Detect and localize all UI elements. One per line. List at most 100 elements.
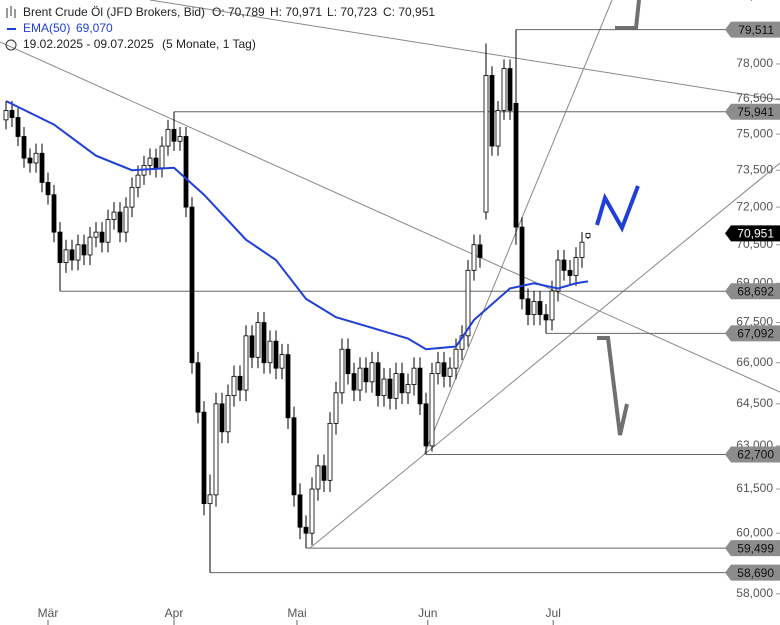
y-tick-label: 72,000 [736,199,773,213]
candle-body [177,136,183,142]
x-tick-label: Apr [165,606,184,620]
candle-body [411,367,417,385]
candle-body [315,465,321,490]
y-tick-label: 66,000 [736,355,773,369]
level-box [725,446,780,463]
candle-body [399,373,405,394]
candle-body [147,157,153,166]
candle-body [249,335,255,358]
level-label: 67,092 [737,327,774,341]
candle-body [333,392,339,424]
candle-body [483,75,489,213]
trend-line [423,0,613,456]
plot: 58,00060,00061,50063,00064,50066,00067,5… [3,0,780,625]
clock-icon [5,39,17,51]
y-tick-label: 67,500 [736,315,773,329]
trend-line [0,41,780,393]
candle-body [339,348,345,394]
ema-line [5,100,589,351]
x-tick-label: Jul [546,606,561,620]
high-value: H: 70,971 [270,5,322,19]
candle-body [153,157,159,169]
y-tick-label: 61,500 [736,481,773,495]
date-range: 19.02.2025 - 09.07.2025 [23,37,154,51]
period: (5 Monate, 1 Tag) [162,37,256,51]
level-box [725,325,780,342]
candle-body [183,136,189,208]
candle-body [39,152,45,183]
candle-body [513,102,519,228]
candle-body [501,68,507,111]
candle-body [45,182,51,196]
candle-body [165,128,171,147]
candle-body [489,75,495,147]
candle-body [405,384,411,394]
candle-body [495,110,501,147]
candle-body [585,232,591,238]
candle-body [27,157,33,164]
candle-body [93,231,99,238]
forecast-drawing [595,185,640,233]
header: Brent Crude Öl (JFD Brokers, Bid) O: 70,… [5,5,435,51]
x-tick-label: Mai [287,606,306,620]
candle-body [387,378,393,399]
y-tick-label: 75,000 [736,126,773,140]
candle-body [309,488,315,534]
candle-body [15,117,21,137]
candle-body [459,335,465,350]
candle-body [9,110,15,118]
candle-body [477,244,483,258]
candle-body [321,465,327,481]
candle-body [351,373,357,391]
candle-body [429,373,435,447]
candle-body [33,152,39,164]
chart-icon [6,6,16,18]
candle-body [537,301,543,316]
candle-body [357,367,363,391]
ema-name: EMA(50) [23,21,70,35]
candle-body [453,348,459,369]
candle-body [303,526,309,534]
candle-body [75,244,81,261]
trend-line [149,0,780,101]
y-tick-label: 73,500 [736,162,773,176]
candle-body [87,236,93,256]
arrow-drawing [615,0,641,30]
candle-body [375,362,381,396]
level-label: 58,690 [737,566,774,580]
level-box [725,540,780,557]
y-tick-label: 64,500 [736,396,773,410]
candle-body [261,322,267,364]
x-tick-label: Mär [38,606,59,620]
y-tick-label: 81,000 [736,0,773,3]
ema-value: 69,070 [76,21,113,35]
candle-body [81,244,87,256]
candle-body [111,211,117,220]
candle-body [507,68,513,111]
close-value: C: 70,951 [383,5,435,19]
candle-body [465,269,471,337]
candle-body [441,362,447,377]
candle-body [279,354,285,369]
candle-body [573,257,579,276]
level-box [725,564,780,581]
candle-body [225,395,231,433]
low-value: L: 70,723 [327,5,377,19]
candle-body [447,367,453,377]
candle-body [117,211,123,233]
candle-body [51,194,57,233]
candle-body [21,136,27,159]
candle-body [105,219,111,243]
trend-line [309,162,780,549]
candle-body [417,367,423,405]
candle-body [69,249,75,261]
candle-body [327,422,333,481]
candle-body [219,403,225,433]
candle-body [519,226,525,300]
x-tick-label: Jun [418,606,437,620]
y-tick-label: 78,000 [736,56,773,70]
level-box [725,21,780,38]
candle-body [369,362,375,383]
